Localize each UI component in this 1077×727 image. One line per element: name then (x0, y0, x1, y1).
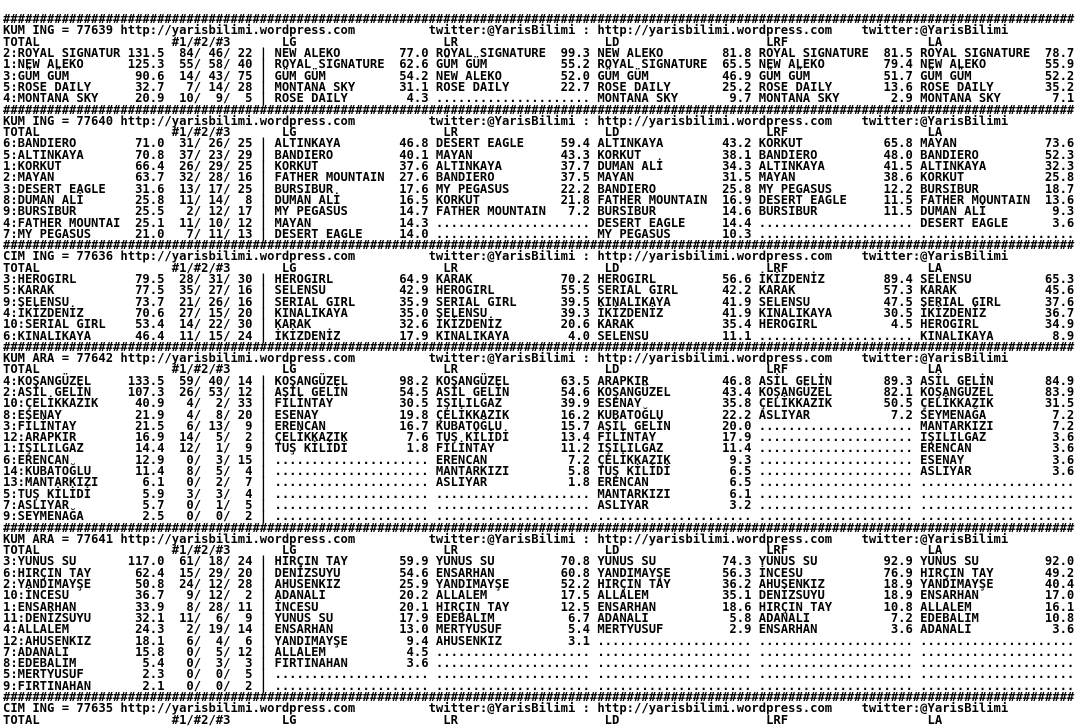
horse-stats-row: 9:SEYMENAĞA 2.5 0/ 0/ 2 | ..............… (3, 509, 1075, 524)
horse-stats-row: 13:MANTARKIZI 6.1 0/ 2/ 7 | ............… (3, 475, 1075, 490)
separator-hash-line: ########################################… (3, 520, 1075, 535)
horse-stats-row: 9:BURSIBUR 25.5 2/ 12/ 17 | MY PEGASUS 1… (3, 204, 1075, 219)
section-header-line: CIM ING = 77635 http://yarisbilimi.wordp… (3, 701, 1009, 716)
horse-stats-row: 3:DESERT EAGLE 31.6 13/ 17/ 25 | BURSIBU… (3, 181, 1075, 196)
horse-stats-row: 4:KOŞANGÜZEL 133.5 59/ 40/ 14 | KOŞANGÜZ… (3, 373, 1075, 388)
horse-stats-row: 2:ROYAL SIGNATUR 131.5 84/ 46/ 22 | NEW … (3, 46, 1075, 61)
horse-stats-row: 6:BANDIERO 71.0 31/ 26/ 25 | ALTINKAYA 4… (3, 136, 1075, 151)
column-header-line: TOTAL #1/#2/#3 LG LR LD LRF LA (3, 260, 1075, 275)
horse-stats-row: 1:IŞILILGAZ 14.4 12/ 1/ 9 | TUŞ KİLİDİ 1… (3, 441, 1075, 456)
section-header-line: CIM ING = 77636 http://yarisbilimi.wordp… (3, 249, 1009, 264)
horse-stats-row: 11:DENİZSUYU 32.1 11/ 6/ 9 | YUNUS SU 17… (3, 610, 1075, 625)
separator-hash-line: ########################################… (3, 238, 1075, 253)
column-header-line: TOTAL #1/#2/#3 LG LR LD LRF LA (3, 34, 1075, 49)
race-stats-terminal: ########################################… (0, 12, 1077, 726)
horse-stats-row: 5:TUŞ KİLİDİ 5.9 3/ 3/ 4 | .............… (3, 486, 1075, 501)
horse-stats-row: 1:KORKUT 66.4 26/ 29/ 25 | KORKUT 37.6 A… (3, 159, 1075, 174)
horse-stats-row: 10:ÇELİKKAZIK 40.9 4/ 2/ 33 | FİLİNTAY 3… (3, 396, 1075, 411)
section-header-line: KUM ARA = 77641 http://yarisbilimi.wordp… (3, 531, 1009, 546)
horse-stats-row: 6:KINALIKAYA 46.4 11/ 15/ 24 | İKİZDENİZ… (3, 328, 1075, 343)
horse-stats-row: 3:YUNUS SU 117.0 61/ 18/ 24 | HIRÇIN TAY… (3, 554, 1075, 569)
horse-stats-row: 4:ALLALEM 24.3 2/ 19/ 14 | ENSARHAN 13.0… (3, 622, 1075, 637)
horse-stats-row: 1:ENSARHAN 33.9 8/ 28/ 11 | İNCESU 20.1 … (3, 599, 1075, 614)
horse-stats-row: 8:EDEBALIM 5.4 0/ 3/ 3 | FIRTINAHAN 3.6 … (3, 656, 1075, 671)
horse-stats-row: 2:YANDIMAYŞE 50.8 24/ 12/ 28 | AHUSENKIZ… (3, 577, 1075, 592)
horse-stats-row: 12:AHUSENKIZ 18.1 6/ 4/ 6 | YANDIMAYŞE 9… (3, 633, 1075, 648)
horse-stats-row: 8:DUMAN ALİ 25.8 11/ 14/ 8 | DUMAN ALİ 1… (3, 192, 1075, 207)
horse-stats-row: 1:NEW ALEKO 125.3 55/ 58/ 40 | ROYAL SIG… (3, 57, 1075, 72)
horse-stats-row: 6:HIRÇIN TAY 62.4 15/ 29/ 20 | DENİZSUYU… (3, 565, 1075, 580)
horse-stats-row: 3:HEROGIRL 79.5 28/ 31/ 30 | HEROGIRL 64… (3, 272, 1075, 287)
horse-stats-row: 12:ARAPKIR 16.9 14/ 5/ 2 | ÇELİKKAZIK 7.… (3, 430, 1075, 445)
separator-hash-line: ########################################… (3, 690, 1075, 704)
horse-stats-row: 5:ALTINKAYA 70.8 37/ 23/ 29 | BANDIERO 4… (3, 147, 1075, 162)
column-header-line: TOTAL #1/#2/#3 LG LR LD LRF LA (3, 543, 1075, 558)
horse-stats-row: 7:ASLIYAR 5.7 0/ 1/ 5 | ................… (3, 497, 1075, 512)
horse-stats-row: 7:MY PEGASUS 21.0 7/ 11/ 13 | DESERT EAG… (3, 226, 1075, 241)
horse-stats-row: 4:İKİZDENİZ 70.6 27/ 15/ 20 | KINALIKAYA… (3, 305, 1075, 320)
horse-stats-row: 2:MAYAN 63.7 32/ 28/ 16 | FATHER MOUNTAI… (3, 170, 1075, 185)
separator-hash-line: ########################################… (3, 12, 1075, 27)
horse-stats-row: 7:ADANALI 15.8 0/ 5/ 12 | ALLALEM 4.5 ..… (3, 644, 1075, 659)
separator-hash-line: ########################################… (3, 102, 1075, 117)
horse-stats-row: 10:SERIAL GIRL 53.4 14/ 22/ 30 | KARAK 3… (3, 317, 1075, 332)
horse-stats-row: 10:İNCESU 36.7 9/ 12/ 2 | ADANALI 20.2 A… (3, 588, 1075, 603)
column-header-line: TOTAL #1/#2/#3 LG LR LD LRF LA (3, 125, 1075, 140)
horse-stats-row: 2:ASİL GELİN 107.3 26/ 53/ 12 | ASİL GEL… (3, 384, 1075, 399)
section-header-line: KUM ING = 77640 http://yarisbilimi.wordp… (3, 113, 1009, 128)
column-header-line: TOTAL #1/#2/#3 LG LR LD LRF LA (3, 362, 1075, 377)
separator-hash-line: ########################################… (3, 339, 1075, 354)
horse-stats-row: 9:FIRTINAHAN 2.1 0/ 0/ 2 | .............… (3, 678, 1075, 693)
horse-stats-row: 3:FİLİNTAY 21.5 6/ 13/ 9 | ERENCAN 16.7 … (3, 418, 1075, 433)
horse-stats-row: 4:FATHER MOUNTAI 25.1 11/ 10/ 12 | MAYAN… (3, 215, 1075, 230)
horse-stats-row: 5:MERTYUSUF 2.3 0/ 0/ 5 | ..............… (3, 667, 1075, 682)
section-header-line: KUM ARA = 77642 http://yarisbilimi.wordp… (3, 351, 1009, 366)
horse-stats-row: 4:MONTANA SKY 20.9 10/ 9/ 5 | ROSE DAILY… (3, 91, 1075, 106)
horse-stats-row: 6:ERENCAN 12.9 0/ 3/ 15 | ..............… (3, 452, 1075, 467)
horse-stats-row: 5:ROSE DAILY 32.7 7/ 14/ 28 | MONTANA SK… (3, 79, 1075, 94)
column-header-line: TOTAL #1/#2/#3 LG LR LD LRF LA (3, 712, 1075, 727)
horse-stats-row: 9:SELENSU 73.7 21/ 26/ 16 | SERIAL GIRL … (3, 294, 1075, 309)
section-header-line: KUM ING = 77639 http://yarisbilimi.wordp… (3, 23, 1009, 38)
horse-stats-row: 5:KARAK 77.5 35/ 27/ 16 | SELENSU 42.9 H… (3, 283, 1075, 298)
horse-stats-row: 3:GÜM GÜM 90.6 14/ 43/ 75 | GÜM GÜM 54.2… (3, 68, 1075, 83)
horse-stats-row: 14:KUBATOĞLU 11.4 8/ 5/ 4 | ............… (3, 464, 1075, 479)
horse-stats-row: 8:ESENAY 21.9 4/ 8/ 20 | ESENAY 19.8 ÇEL… (3, 407, 1075, 422)
